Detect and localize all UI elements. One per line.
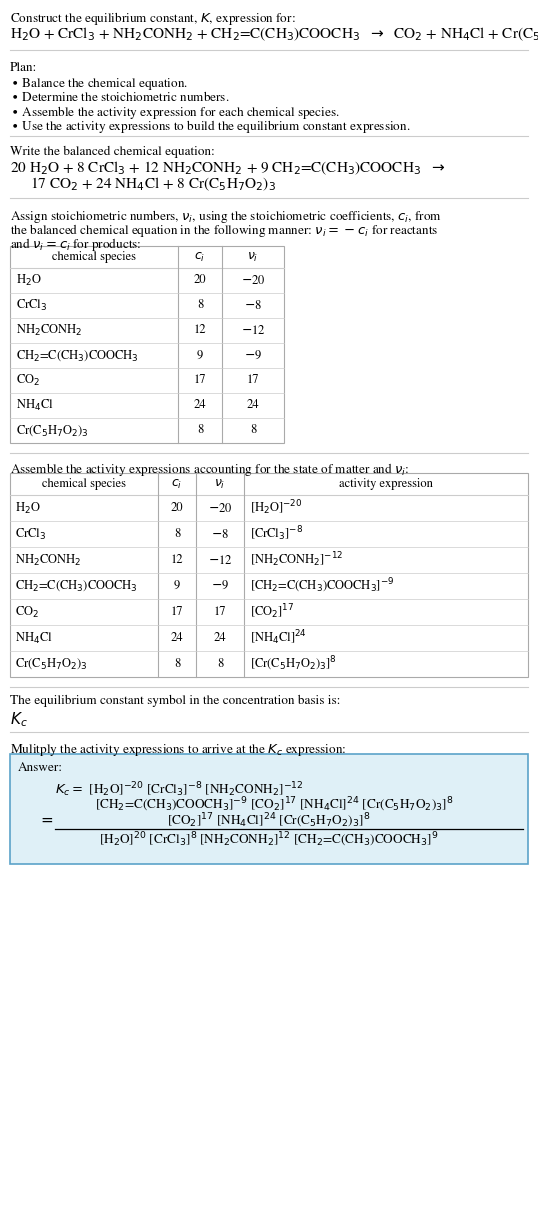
- Text: $-$12: $-$12: [208, 553, 232, 567]
- Text: 8: 8: [217, 658, 223, 670]
- Text: 24: 24: [194, 400, 206, 412]
- Text: CH$_2$=C(CH$_3$)COOCH$_3$: CH$_2$=C(CH$_3$)COOCH$_3$: [15, 579, 138, 593]
- Text: $-$20: $-$20: [240, 274, 265, 287]
- Text: $c_i$: $c_i$: [194, 251, 206, 264]
- Text: 17: 17: [247, 374, 259, 386]
- Text: $-$9: $-$9: [244, 349, 262, 362]
- Text: $-$9: $-$9: [211, 580, 229, 592]
- Text: 20: 20: [194, 275, 206, 286]
- Text: Assemble the activity expressions accounting for the state of matter and $\nu_i$: Assemble the activity expressions accoun…: [10, 461, 409, 478]
- Text: 8: 8: [197, 425, 203, 436]
- Text: activity expression: activity expression: [339, 478, 433, 490]
- Text: CO$_2$: CO$_2$: [15, 604, 39, 620]
- Text: H$_2$O + CrCl$_3$ + NH$_2$CONH$_2$ + CH$_2$=C(CH$_3$)COOCH$_3$  $\rightarrow$  C: H$_2$O + CrCl$_3$ + NH$_2$CONH$_2$ + CH$…: [10, 25, 538, 44]
- Text: 20: 20: [171, 503, 183, 513]
- Text: [NH$_2$CONH$_2$]$^{-12}$: [NH$_2$CONH$_2$]$^{-12}$: [250, 551, 343, 569]
- Text: [Cr(C$_5$H$_7$O$_2$)$_3$]$^8$: [Cr(C$_5$H$_7$O$_2$)$_3$]$^8$: [250, 655, 337, 673]
- Text: chemical species: chemical species: [52, 251, 136, 263]
- Text: 9: 9: [174, 580, 180, 592]
- Text: 17: 17: [194, 374, 206, 386]
- Text: Construct the equilibrium constant, $K$, expression for:: Construct the equilibrium constant, $K$,…: [10, 10, 296, 27]
- Bar: [10, 754, 528, 863]
- Text: H$_2$O: H$_2$O: [16, 272, 41, 288]
- Text: 8: 8: [250, 425, 256, 436]
- Text: 12: 12: [171, 555, 183, 566]
- Text: $=$: $=$: [38, 814, 54, 827]
- Text: CH$_2$=C(CH$_3$)COOCH$_3$: CH$_2$=C(CH$_3$)COOCH$_3$: [16, 349, 139, 363]
- Text: 9: 9: [197, 350, 203, 361]
- Text: the balanced chemical equation in the following manner: $\nu_i = -c_i$ for react: the balanced chemical equation in the fo…: [10, 222, 438, 239]
- Text: $-$20: $-$20: [208, 501, 232, 515]
- Text: 17: 17: [214, 607, 226, 618]
- Text: Answer:: Answer:: [18, 762, 63, 774]
- Text: $-$12: $-$12: [240, 325, 265, 337]
- Text: [CO$_2$]$^{17}$ [NH$_4$Cl]$^{24}$ [Cr(C$_5$H$_7$O$_2$)$_3$]$^8$: [CO$_2$]$^{17}$ [NH$_4$Cl]$^{24}$ [Cr(C$…: [167, 813, 371, 831]
- Text: 24: 24: [171, 632, 183, 644]
- Text: NH$_2$CONH$_2$: NH$_2$CONH$_2$: [15, 552, 81, 568]
- Text: $\bullet$ Determine the stoichiometric numbers.: $\bullet$ Determine the stoichiometric n…: [10, 90, 230, 104]
- Text: NH$_4$Cl: NH$_4$Cl: [16, 398, 54, 413]
- Text: 8: 8: [174, 528, 180, 540]
- Text: $K_c$: $K_c$: [10, 710, 27, 729]
- Text: 8: 8: [174, 658, 180, 670]
- Text: CrCl$_3$: CrCl$_3$: [16, 298, 47, 314]
- Text: 24: 24: [214, 632, 226, 644]
- Text: 17: 17: [171, 607, 183, 618]
- Text: H$_2$O: H$_2$O: [15, 500, 40, 516]
- Text: Write the balanced chemical equation:: Write the balanced chemical equation:: [10, 147, 215, 159]
- Text: $\nu_i$: $\nu_i$: [214, 477, 225, 490]
- Text: 20 H$_2$O + 8 CrCl$_3$ + 12 NH$_2$CONH$_2$ + 9 CH$_2$=C(CH$_3$)COOCH$_3$  $\righ: 20 H$_2$O + 8 CrCl$_3$ + 12 NH$_2$CONH$_…: [10, 160, 445, 177]
- Text: 24: 24: [247, 400, 259, 412]
- Text: [CH$_2$=C(CH$_3$)COOCH$_3$]$^{-9}$ [CO$_2$]$^{17}$ [NH$_4$Cl]$^{24}$ [Cr(C$_5$H$: [CH$_2$=C(CH$_3$)COOCH$_3$]$^{-9}$ [CO$_…: [95, 796, 454, 814]
- Bar: [10, 474, 528, 677]
- Text: and $\nu_i = c_i$ for products:: and $\nu_i = c_i$ for products:: [10, 236, 141, 253]
- Text: Plan:: Plan:: [10, 62, 37, 74]
- Text: NH$_2$CONH$_2$: NH$_2$CONH$_2$: [16, 323, 82, 338]
- Text: The equilibrium constant symbol in the concentration basis is:: The equilibrium constant symbol in the c…: [10, 695, 341, 707]
- Text: [H$_2$O]$^{20}$ [CrCl$_3$]$^8$ [NH$_2$CONH$_2$]$^{12}$ [CH$_2$=C(CH$_3$)COOCH$_3: [H$_2$O]$^{20}$ [CrCl$_3$]$^8$ [NH$_2$CO…: [99, 831, 439, 849]
- Text: Assign stoichiometric numbers, $\nu_i$, using the stoichiometric coefficients, $: Assign stoichiometric numbers, $\nu_i$, …: [10, 208, 442, 225]
- Text: 8: 8: [197, 299, 203, 311]
- Text: $K_c = $ [H$_2$O]$^{-20}$ [CrCl$_3$]$^{-8}$ [NH$_2$CONH$_2$]$^{-12}$: $K_c = $ [H$_2$O]$^{-20}$ [CrCl$_3$]$^{-…: [55, 780, 304, 799]
- Text: chemical species: chemical species: [42, 478, 126, 490]
- Text: Cr(C$_5$H$_7$O$_2$)$_3$: Cr(C$_5$H$_7$O$_2$)$_3$: [15, 656, 87, 671]
- Text: Cr(C$_5$H$_7$O$_2$)$_3$: Cr(C$_5$H$_7$O$_2$)$_3$: [16, 423, 88, 438]
- Text: NH$_4$Cl: NH$_4$Cl: [15, 631, 53, 645]
- Text: Mulitply the activity expressions to arrive at the $K_c$ expression:: Mulitply the activity expressions to arr…: [10, 742, 346, 758]
- Text: 17 CO$_2$ + 24 NH$_4$Cl + 8 Cr(C$_5$H$_7$O$_2$)$_3$: 17 CO$_2$ + 24 NH$_4$Cl + 8 Cr(C$_5$H$_7…: [30, 176, 276, 194]
- Text: [CH$_2$=C(CH$_3$)COOCH$_3$]$^{-9}$: [CH$_2$=C(CH$_3$)COOCH$_3$]$^{-9}$: [250, 576, 394, 595]
- Text: [CO$_2$]$^{17}$: [CO$_2$]$^{17}$: [250, 603, 294, 621]
- Text: $\nu_i$: $\nu_i$: [247, 251, 259, 264]
- Text: $c_i$: $c_i$: [172, 477, 182, 490]
- Text: [NH$_4$Cl]$^{24}$: [NH$_4$Cl]$^{24}$: [250, 629, 307, 648]
- Text: [CrCl$_3$]$^{-8}$: [CrCl$_3$]$^{-8}$: [250, 524, 303, 544]
- Bar: [10, 246, 284, 443]
- Text: $\bullet$ Assemble the activity expression for each chemical species.: $\bullet$ Assemble the activity expressi…: [10, 104, 340, 121]
- Text: CrCl$_3$: CrCl$_3$: [15, 527, 46, 541]
- Text: $\bullet$ Balance the chemical equation.: $\bullet$ Balance the chemical equation.: [10, 76, 188, 92]
- Text: 12: 12: [194, 325, 206, 337]
- Text: $\bullet$ Use the activity expressions to build the equilibrium constant express: $\bullet$ Use the activity expressions t…: [10, 117, 410, 134]
- Text: $-$8: $-$8: [244, 299, 262, 312]
- Text: $-$8: $-$8: [211, 528, 229, 540]
- Text: CO$_2$: CO$_2$: [16, 373, 40, 388]
- Text: [H$_2$O]$^{-20}$: [H$_2$O]$^{-20}$: [250, 499, 302, 517]
